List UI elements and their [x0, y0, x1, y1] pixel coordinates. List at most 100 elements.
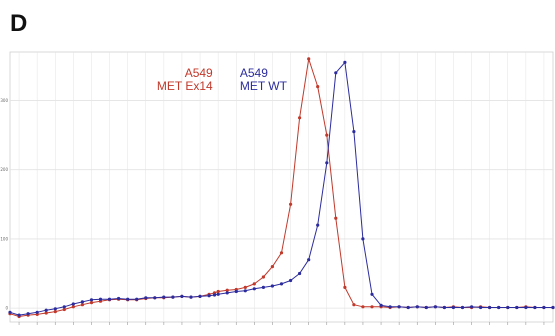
data-point — [307, 258, 311, 262]
data-point — [406, 305, 410, 310]
data-point — [551, 305, 555, 310]
series-annotation-label: A549 — [240, 66, 268, 80]
data-point — [442, 305, 446, 310]
data-point — [252, 287, 256, 291]
data-point — [352, 130, 356, 134]
data-point — [225, 288, 229, 292]
y-tick-label: 200 — [0, 167, 8, 172]
plot-frame — [9, 51, 554, 323]
data-point — [279, 251, 284, 255]
series-annotation-label: MET Ex14 — [157, 79, 213, 93]
data-point — [298, 271, 302, 276]
data-point — [270, 265, 274, 269]
axis-ticks: 0 100 200 300 — [0, 98, 545, 325]
data-point — [53, 310, 57, 314]
data-point — [289, 278, 293, 283]
data-point — [289, 202, 293, 206]
data-point — [17, 313, 21, 317]
data-point — [379, 303, 383, 307]
data-point — [470, 305, 474, 309]
data-point — [352, 303, 356, 307]
data-point — [62, 305, 66, 309]
series-annotation-label: A549 — [185, 66, 213, 80]
data-point — [234, 289, 238, 294]
data-point — [198, 294, 202, 298]
data-point — [261, 285, 265, 289]
data-point — [451, 305, 455, 310]
data-point — [26, 312, 30, 316]
data-point — [144, 296, 148, 300]
data-point — [497, 305, 501, 310]
data-point — [334, 71, 338, 75]
data-point — [460, 305, 465, 310]
data-point — [307, 57, 311, 61]
data-point — [361, 305, 365, 309]
data-point — [180, 294, 184, 298]
data-point — [524, 305, 528, 310]
data-point — [44, 311, 48, 315]
data-point — [89, 298, 94, 302]
data-point — [216, 289, 220, 294]
data-point — [126, 297, 130, 301]
data-point — [316, 223, 320, 227]
data-point — [243, 289, 247, 293]
grid-lines — [10, 52, 553, 322]
data-point — [533, 305, 537, 310]
data-point — [212, 293, 217, 297]
data-point — [89, 301, 94, 305]
data-point — [252, 282, 256, 286]
data-point — [225, 291, 229, 295]
plot-area-frame — [9, 51, 554, 323]
panel-label: D — [10, 10, 28, 37]
data-point — [298, 116, 302, 120]
data-point — [44, 308, 48, 312]
series-layer — [8, 57, 555, 319]
data-point — [370, 305, 374, 309]
series-annotation-label: MET WT — [240, 79, 288, 93]
data-point — [433, 305, 437, 309]
data-point — [316, 85, 320, 89]
data-point — [135, 297, 139, 301]
data-point — [261, 275, 265, 279]
data-point — [515, 305, 519, 310]
data-point — [325, 161, 329, 165]
data-point — [189, 295, 193, 299]
data-point — [361, 237, 365, 241]
data-point — [343, 60, 347, 64]
data-point — [397, 305, 401, 309]
data-point — [343, 285, 347, 289]
data-point — [80, 303, 84, 307]
data-point — [80, 300, 84, 304]
data-point — [162, 295, 166, 299]
data-point — [98, 297, 103, 301]
data-point — [207, 294, 211, 298]
data-point — [542, 305, 546, 310]
data-point — [171, 295, 175, 299]
data-point — [334, 216, 338, 220]
data-point — [370, 292, 374, 296]
data-point — [117, 296, 121, 301]
data-point — [71, 302, 75, 306]
data-point — [107, 297, 112, 301]
data-point — [279, 282, 284, 286]
data-point — [388, 305, 392, 309]
data-point — [62, 307, 66, 312]
series-red — [8, 57, 555, 319]
data-point — [8, 310, 12, 314]
series-blue — [8, 60, 555, 317]
data-point — [53, 307, 57, 311]
data-point — [35, 310, 39, 314]
data-point — [488, 305, 492, 310]
data-point — [424, 305, 428, 310]
data-point — [153, 296, 157, 300]
data-point — [479, 305, 483, 310]
y-tick-label: 300 — [0, 98, 8, 103]
data-point — [325, 133, 329, 137]
data-point — [270, 284, 274, 288]
y-tick-label: 0 — [5, 306, 8, 311]
data-point — [506, 305, 510, 310]
data-point — [71, 305, 75, 309]
data-point — [415, 305, 419, 309]
